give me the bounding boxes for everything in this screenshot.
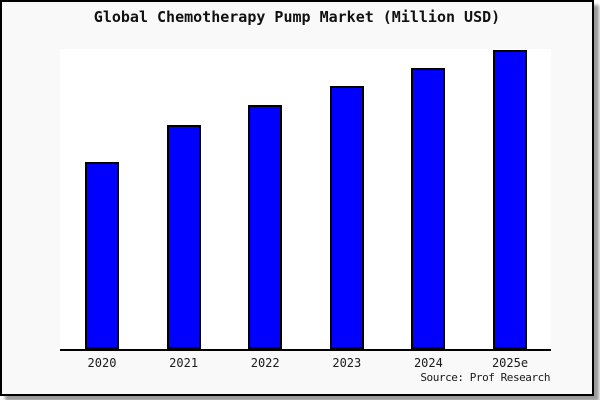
x-tick-label-2022: 2022: [250, 356, 280, 370]
source-note: Source: Prof Research: [420, 371, 550, 384]
chart-title: Global Chemotherapy Pump Market (Million…: [93, 8, 501, 26]
x-tick-label-2020: 2020: [87, 356, 117, 370]
x-tick-label-2024: 2024: [413, 356, 443, 370]
plot-area: [60, 49, 551, 351]
bar-2020: [85, 162, 119, 349]
bar-2024: [411, 67, 446, 349]
x-tick-label-2021: 2021: [169, 356, 199, 370]
x-tick-label-2023: 2023: [332, 356, 362, 370]
x-tick-label-2025e: 2025e: [491, 356, 529, 370]
x-axis-ticks: 2020 2021 2022 2023 2024 2025e: [60, 356, 551, 372]
bar-2025e: [493, 50, 527, 349]
bar-2022: [248, 105, 283, 349]
bar-2023: [329, 85, 364, 349]
bar-2021: [166, 124, 201, 349]
